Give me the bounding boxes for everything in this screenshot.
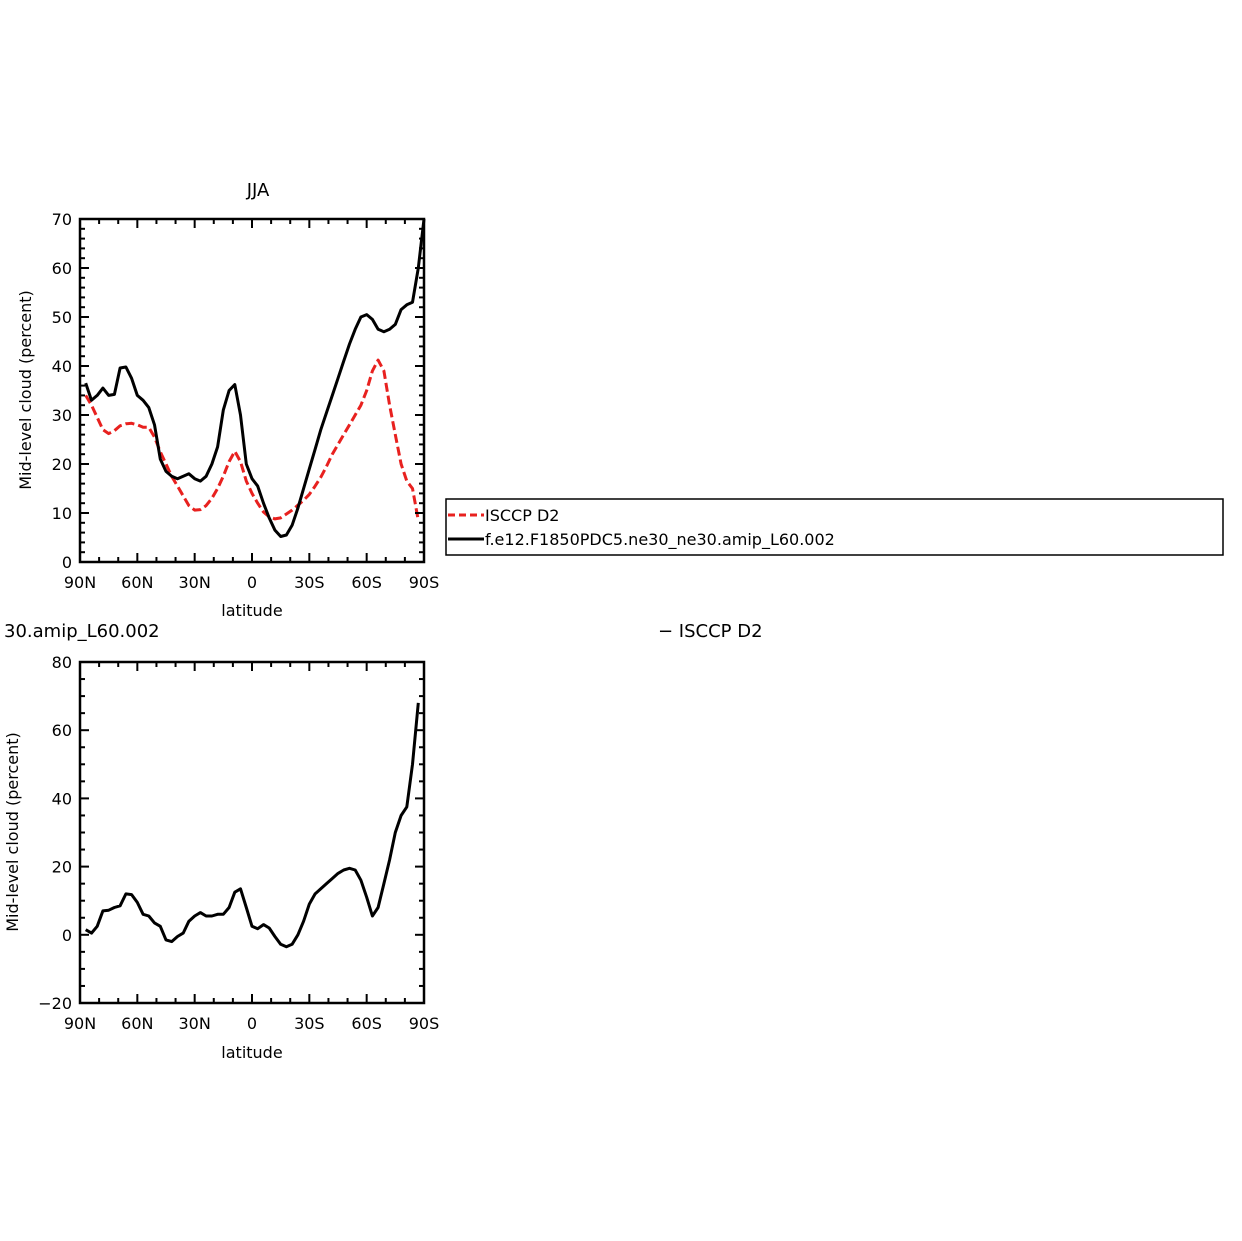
x-tick-label: 90N <box>64 573 96 592</box>
x-tick-label: 60S <box>351 1014 382 1033</box>
y-tick-label: −20 <box>38 994 72 1013</box>
x-tick-label: 90S <box>409 1014 440 1033</box>
x-tick-label: 0 <box>247 1014 257 1033</box>
y-tick-label: 10 <box>52 504 72 523</box>
y-tick-label: 40 <box>52 789 72 808</box>
top-plot-panel: JJA 90N 60N 30N 0 30S 60S 90S 0 10 20 30 40 50 60 70 l… <box>16 180 439 620</box>
y-tick-label: 60 <box>52 721 72 740</box>
y-tick-label: 80 <box>52 653 72 672</box>
legend-label-model: f.e12.F1850PDC5.ne30_ne30.amip_L60.002 <box>485 530 835 550</box>
y-tick-label: 0 <box>62 926 72 945</box>
top-series-line-0 <box>84 358 420 521</box>
y-tick-label: 20 <box>52 455 72 474</box>
y-tick-label: 40 <box>52 357 72 376</box>
x-tick-label: 90S <box>409 573 440 592</box>
top-series-line-1 <box>84 218 426 538</box>
x-tick-label: 0 <box>247 573 257 592</box>
top-plot-x-axis-label: latitude <box>221 601 282 620</box>
x-tick-label: 60N <box>121 573 153 592</box>
top-plot-y-axis-label: Mid-level cloud (percent) <box>16 290 35 490</box>
x-tick-label: 30S <box>294 1014 325 1033</box>
x-tick-label: 30N <box>179 573 211 592</box>
legend: ISCCP D2 f.e12.F1850PDC5.ne30_ne30.amip_… <box>445 498 1224 556</box>
y-tick-label: 0 <box>62 553 72 572</box>
x-tick-label: 30N <box>179 1014 211 1033</box>
y-tick-label: 70 <box>52 210 72 229</box>
bottom-plot-frame <box>78 660 426 1005</box>
legend-box <box>445 498 1224 556</box>
y-tick-label: 20 <box>52 858 72 877</box>
top-plot-frame <box>78 217 426 564</box>
bottom-series-line-0 <box>84 702 420 949</box>
bottom-plot-panel: 30.amip_L60.002 − ISCCP D2 90N 60N 30N 0 30S… <box>3 621 763 1062</box>
x-tick-label: 60N <box>121 1014 153 1033</box>
y-tick-label: 60 <box>52 259 72 278</box>
y-tick-label: 50 <box>52 308 72 327</box>
top-plot-title: JJA <box>246 180 270 201</box>
bottom-plot-y-axis-label: Mid-level cloud (percent) <box>3 732 22 932</box>
bottom-plot-title-right: − ISCCP D2 <box>658 621 763 642</box>
legend-label-isccp: ISCCP D2 <box>485 506 559 525</box>
x-tick-label: 30S <box>294 573 325 592</box>
y-tick-label: 30 <box>52 406 72 425</box>
bottom-plot-x-axis-label: latitude <box>221 1043 282 1062</box>
x-tick-label: 90N <box>64 1014 96 1033</box>
x-tick-label: 60S <box>351 573 382 592</box>
bottom-plot-title-left: 30.amip_L60.002 <box>4 621 160 642</box>
